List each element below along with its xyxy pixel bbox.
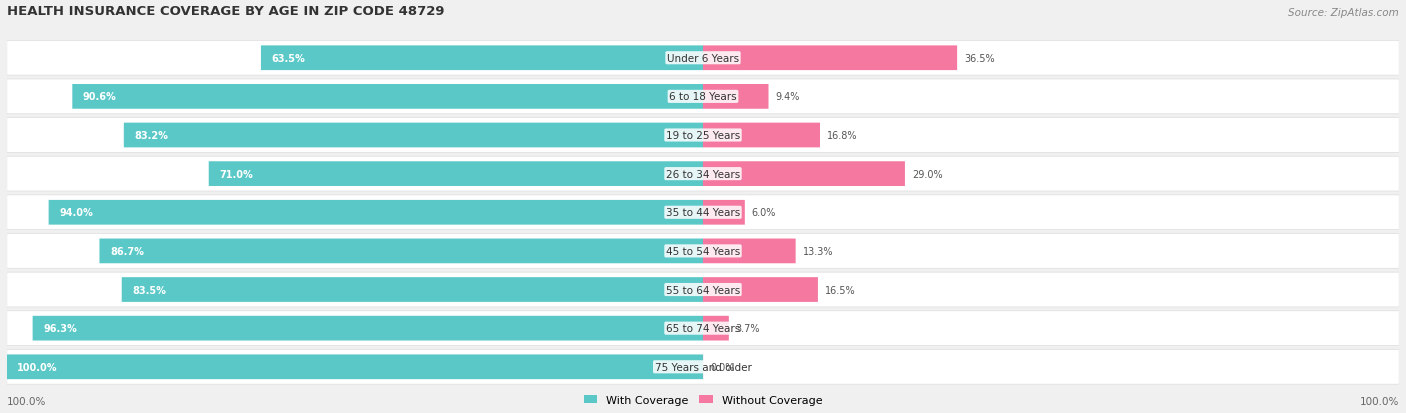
- Text: 36.5%: 36.5%: [965, 54, 994, 64]
- Text: 96.3%: 96.3%: [44, 323, 77, 333]
- FancyBboxPatch shape: [262, 46, 703, 71]
- Text: 16.5%: 16.5%: [825, 285, 855, 295]
- FancyBboxPatch shape: [703, 239, 796, 263]
- Text: 26 to 34 Years: 26 to 34 Years: [666, 169, 740, 179]
- Text: 90.6%: 90.6%: [83, 92, 117, 102]
- Text: 65 to 74 Years: 65 to 74 Years: [666, 323, 740, 333]
- FancyBboxPatch shape: [32, 316, 703, 341]
- Legend: With Coverage, Without Coverage: With Coverage, Without Coverage: [581, 392, 825, 408]
- FancyBboxPatch shape: [7, 80, 1399, 114]
- Text: 16.8%: 16.8%: [827, 131, 858, 141]
- Text: 6.0%: 6.0%: [752, 208, 776, 218]
- Text: HEALTH INSURANCE COVERAGE BY AGE IN ZIP CODE 48729: HEALTH INSURANCE COVERAGE BY AGE IN ZIP …: [7, 5, 444, 18]
- Text: 3.7%: 3.7%: [735, 323, 761, 333]
- FancyBboxPatch shape: [7, 195, 1399, 230]
- FancyBboxPatch shape: [7, 157, 1399, 192]
- Text: 83.5%: 83.5%: [132, 285, 166, 295]
- Text: 86.7%: 86.7%: [110, 246, 143, 256]
- FancyBboxPatch shape: [7, 311, 1399, 346]
- FancyBboxPatch shape: [703, 278, 818, 302]
- Text: Source: ZipAtlas.com: Source: ZipAtlas.com: [1288, 8, 1399, 18]
- FancyBboxPatch shape: [124, 123, 703, 148]
- Text: 75 Years and older: 75 Years and older: [655, 362, 751, 372]
- FancyBboxPatch shape: [7, 349, 1399, 384]
- Text: 63.5%: 63.5%: [271, 54, 305, 64]
- Text: 100.0%: 100.0%: [1360, 396, 1399, 406]
- FancyBboxPatch shape: [7, 273, 1399, 307]
- FancyBboxPatch shape: [122, 278, 703, 302]
- FancyBboxPatch shape: [7, 355, 703, 379]
- Text: 35 to 44 Years: 35 to 44 Years: [666, 208, 740, 218]
- Text: 13.3%: 13.3%: [803, 246, 832, 256]
- Text: 9.4%: 9.4%: [775, 92, 800, 102]
- Text: 83.2%: 83.2%: [135, 131, 169, 141]
- Text: 100.0%: 100.0%: [17, 362, 58, 372]
- FancyBboxPatch shape: [49, 200, 703, 225]
- Text: 100.0%: 100.0%: [7, 396, 46, 406]
- FancyBboxPatch shape: [7, 119, 1399, 153]
- Text: Under 6 Years: Under 6 Years: [666, 54, 740, 64]
- FancyBboxPatch shape: [208, 162, 703, 187]
- Text: 0.0%: 0.0%: [710, 362, 734, 372]
- Text: 71.0%: 71.0%: [219, 169, 253, 179]
- FancyBboxPatch shape: [100, 239, 703, 263]
- FancyBboxPatch shape: [72, 85, 703, 109]
- Text: 55 to 64 Years: 55 to 64 Years: [666, 285, 740, 295]
- Text: 19 to 25 Years: 19 to 25 Years: [666, 131, 740, 141]
- FancyBboxPatch shape: [703, 162, 905, 187]
- FancyBboxPatch shape: [703, 46, 957, 71]
- FancyBboxPatch shape: [703, 123, 820, 148]
- FancyBboxPatch shape: [703, 316, 728, 341]
- FancyBboxPatch shape: [703, 85, 769, 109]
- FancyBboxPatch shape: [7, 234, 1399, 268]
- Text: 6 to 18 Years: 6 to 18 Years: [669, 92, 737, 102]
- Text: 94.0%: 94.0%: [59, 208, 93, 218]
- Text: 45 to 54 Years: 45 to 54 Years: [666, 246, 740, 256]
- FancyBboxPatch shape: [703, 200, 745, 225]
- Text: 29.0%: 29.0%: [912, 169, 942, 179]
- FancyBboxPatch shape: [7, 41, 1399, 76]
